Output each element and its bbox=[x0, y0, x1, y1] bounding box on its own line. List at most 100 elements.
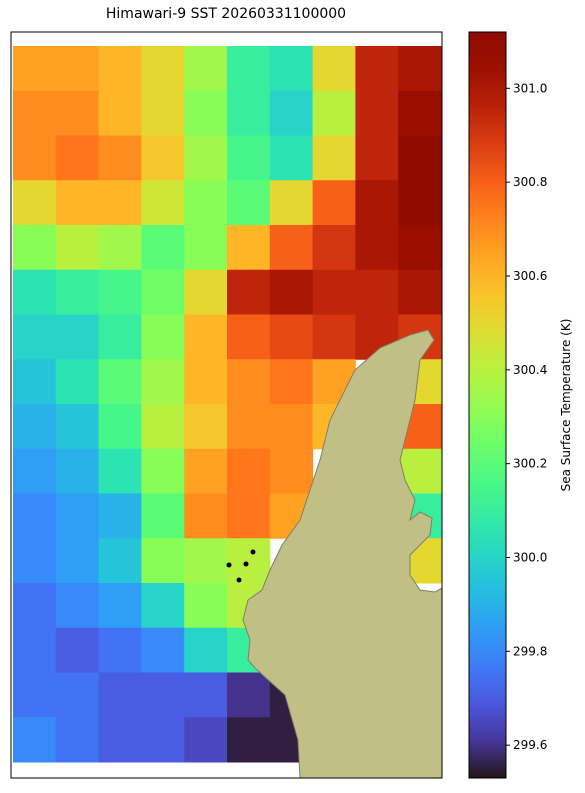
sst-cell bbox=[98, 448, 142, 494]
sst-field bbox=[13, 46, 442, 763]
sst-cell bbox=[355, 225, 399, 271]
colorbar-tick-label: 301.0 bbox=[513, 81, 547, 95]
sst-cell bbox=[184, 448, 228, 494]
sst-cell bbox=[13, 448, 57, 494]
sst-cell bbox=[13, 359, 57, 405]
sst-cell bbox=[55, 448, 100, 494]
sst-cell bbox=[227, 225, 271, 271]
colorbar-tick-label: 300.4 bbox=[513, 363, 547, 377]
sst-cell bbox=[55, 46, 100, 92]
sst-cell bbox=[98, 627, 142, 673]
sst-cell bbox=[13, 225, 57, 271]
sst-cell bbox=[55, 493, 100, 539]
sst-cell bbox=[55, 180, 100, 226]
sst-cell bbox=[141, 314, 185, 360]
colorbar-tick-label: 300.8 bbox=[513, 175, 547, 189]
sst-cell bbox=[55, 672, 100, 718]
sst-cell bbox=[398, 225, 442, 271]
sst-cell bbox=[141, 493, 185, 539]
sst-cell bbox=[398, 90, 442, 136]
sst-cell bbox=[269, 135, 314, 181]
colorbar-label: Sea Surface Temperature (K) bbox=[559, 319, 573, 492]
sst-cell bbox=[312, 90, 356, 136]
sst-cell bbox=[141, 672, 185, 718]
colorbar-tick-label: 300.6 bbox=[513, 269, 547, 283]
sst-cell bbox=[55, 314, 100, 360]
colorbar-tick-label: 300.0 bbox=[513, 550, 547, 564]
sst-cell bbox=[227, 180, 271, 226]
sst-cell bbox=[355, 135, 399, 181]
sst-cell bbox=[55, 225, 100, 271]
sst-cell bbox=[141, 135, 185, 181]
sst-cell bbox=[227, 269, 271, 315]
sst-cell bbox=[398, 269, 442, 315]
sst-cell bbox=[98, 493, 142, 539]
sst-cell bbox=[312, 135, 356, 181]
sst-cell bbox=[55, 717, 100, 763]
sst-cell bbox=[55, 90, 100, 136]
sst-cell bbox=[184, 90, 228, 136]
sst-cell bbox=[184, 672, 228, 718]
sst-cell bbox=[269, 269, 314, 315]
sst-cell bbox=[312, 269, 356, 315]
map-frame bbox=[10, 31, 443, 779]
map-title: Himawari-9 SST 20260331100000 bbox=[106, 6, 346, 22]
sst-cell bbox=[398, 180, 442, 226]
sst-cell bbox=[98, 717, 142, 763]
colorbar-tick-label: 299.8 bbox=[513, 644, 547, 658]
sst-cell bbox=[355, 46, 399, 92]
sst-cell bbox=[184, 627, 228, 673]
sst-cell bbox=[141, 269, 185, 315]
sst-cell bbox=[13, 46, 57, 92]
sst-cell bbox=[184, 46, 228, 92]
sst-cell bbox=[355, 269, 399, 315]
sst-cell bbox=[98, 538, 142, 584]
sst-cell bbox=[227, 448, 271, 494]
sst-cell bbox=[184, 135, 228, 181]
sst-cell bbox=[141, 180, 185, 226]
sst-cell bbox=[55, 135, 100, 181]
sst-cell bbox=[98, 314, 142, 360]
sst-cell bbox=[269, 46, 314, 92]
sst-cell bbox=[184, 404, 228, 450]
sst-cell bbox=[227, 493, 271, 539]
sst-cell bbox=[98, 269, 142, 315]
sst-cell bbox=[141, 46, 185, 92]
sst-cell bbox=[13, 180, 57, 226]
sst-cell bbox=[312, 180, 356, 226]
sst-cell bbox=[141, 404, 185, 450]
marker bbox=[243, 561, 249, 567]
sst-cell bbox=[184, 583, 228, 629]
sst-cell bbox=[13, 583, 57, 629]
sst-cell bbox=[184, 314, 228, 360]
sst-cell bbox=[398, 135, 442, 181]
colorbar-tick-label: 300.2 bbox=[513, 457, 547, 471]
sst-cell bbox=[269, 448, 314, 494]
sst-cell bbox=[269, 180, 314, 226]
sst-cell bbox=[98, 359, 142, 405]
sst-cell bbox=[55, 583, 100, 629]
sst-cell bbox=[98, 404, 142, 450]
sst-cell bbox=[13, 269, 57, 315]
sst-cell bbox=[98, 90, 142, 136]
sst-cell bbox=[98, 46, 142, 92]
sst-cell bbox=[184, 269, 228, 315]
sst-cell bbox=[184, 493, 228, 539]
sst-cell bbox=[227, 359, 271, 405]
sst-cell bbox=[141, 583, 185, 629]
sst-cell bbox=[13, 90, 57, 136]
sst-cell bbox=[227, 672, 271, 718]
sst-cell bbox=[141, 448, 185, 494]
sst-cell bbox=[141, 225, 185, 271]
sst-cell bbox=[13, 538, 57, 584]
sst-cell bbox=[227, 314, 271, 360]
sst-cell bbox=[13, 672, 57, 718]
sst-cell bbox=[184, 717, 228, 763]
marker bbox=[226, 562, 232, 568]
sst-cell bbox=[312, 46, 356, 92]
sst-cell bbox=[98, 180, 142, 226]
sst-cell bbox=[13, 717, 57, 763]
sst-cell bbox=[13, 135, 57, 181]
sst-cell bbox=[141, 359, 185, 405]
